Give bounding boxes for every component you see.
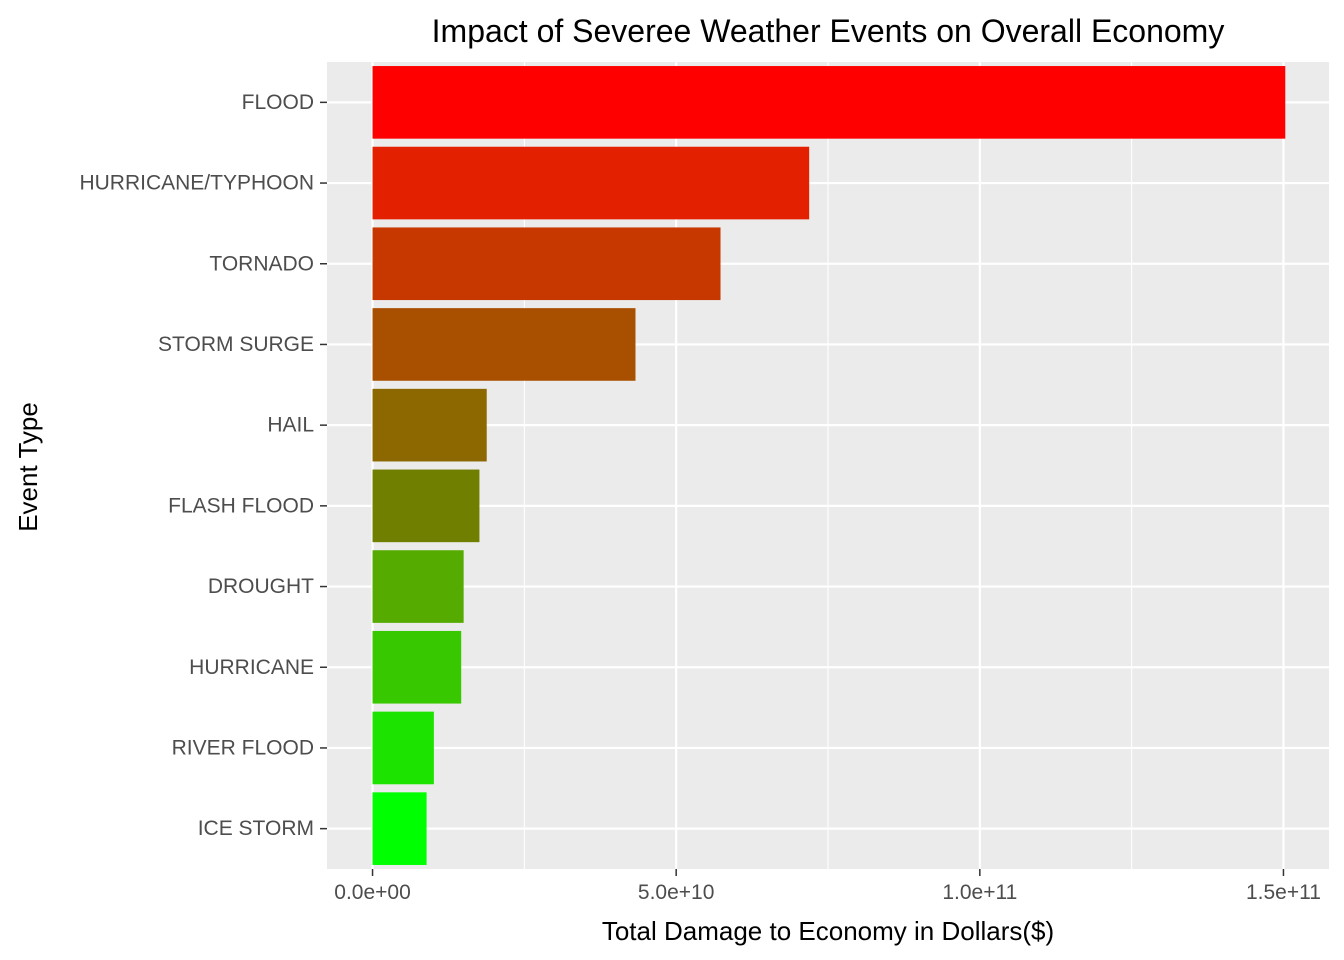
x-axis: 0.0e+00 5.0e+10 1.0e+11 1.5e+11 xyxy=(334,869,1321,904)
y-tick-label: FLASH FLOOD xyxy=(168,494,314,517)
y-tick-label: FLOOD xyxy=(242,91,314,114)
x-axis-title: Total Damage to Economy in Dollars($) xyxy=(602,916,1054,946)
y-axis: FLOOD HURRICANE/TYPHOON TORNADO STORM SURGE… xyxy=(79,91,327,840)
bars xyxy=(372,66,1286,865)
y-axis-title: Event Type xyxy=(13,402,43,532)
chart-title: Impact of Severee Weather Events on Over… xyxy=(432,13,1225,49)
bar-ice-storm xyxy=(372,792,427,865)
x-tick-label: 5.0e+10 xyxy=(638,881,715,904)
y-tick-label: DROUGHT xyxy=(208,575,314,598)
bar-hail xyxy=(372,388,487,462)
y-tick-label: HAIL xyxy=(267,414,314,437)
bar-drought xyxy=(372,550,464,623)
y-tick-label: HURRICANE/TYPHOON xyxy=(79,172,314,195)
bar-flood xyxy=(372,66,1286,139)
bar-hurricane xyxy=(372,630,462,704)
x-tick-label: 1.5e+11 xyxy=(1246,881,1321,904)
x-tick-label: 1.0e+11 xyxy=(942,881,1017,904)
bar-tornado xyxy=(372,227,721,301)
y-tick-label: ICE STORM xyxy=(198,817,314,840)
bar-river-flood xyxy=(372,711,434,785)
y-tick-label: STORM SURGE xyxy=(158,333,314,356)
bar-hurricane-typhoon xyxy=(372,146,810,220)
bar-flash-flood xyxy=(372,469,480,543)
y-tick-label: RIVER FLOOD xyxy=(172,736,314,759)
bar-storm-surge xyxy=(372,308,636,381)
y-tick-label: HURRICANE xyxy=(189,656,314,679)
x-tick-label: 0.0e+00 xyxy=(334,881,411,904)
y-tick-label: TORNADO xyxy=(209,252,314,275)
